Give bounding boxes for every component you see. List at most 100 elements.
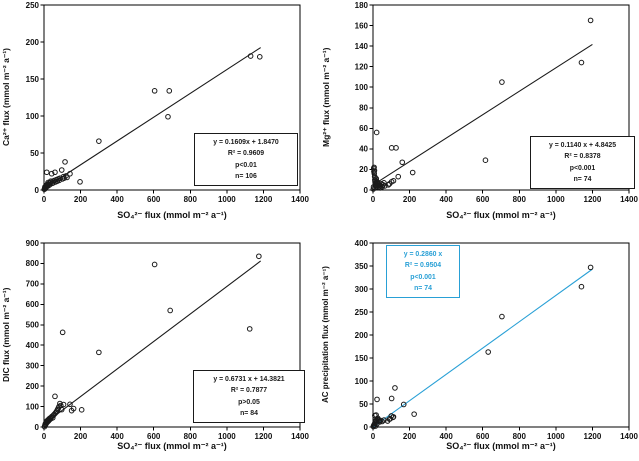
- x-tick-label: 1400: [291, 195, 309, 204]
- data-point: [399, 159, 406, 166]
- ca-y-axis-title: Ca²⁺ flux (mmol m⁻² a⁻¹): [1, 48, 11, 147]
- y-tick-label: 500: [26, 321, 40, 330]
- y-tick-label: 700: [26, 280, 40, 289]
- y-tick-label: 50: [359, 400, 368, 409]
- ac-stats-box: y = 0.2860 x R² = 0.9504 p<0.001 n= 74: [386, 245, 460, 298]
- data-point: [52, 169, 58, 176]
- y-tick-label: 200: [355, 331, 369, 340]
- x-tick-label: 600: [476, 432, 490, 441]
- data-point: [373, 129, 380, 136]
- x-tick-label: 600: [147, 195, 161, 204]
- x-tick-label: 1000: [218, 195, 236, 204]
- mg-regression-equation: y = 0.1140 x + 4.8425: [548, 142, 617, 149]
- x-tick-label: 1200: [584, 195, 602, 204]
- ac-sample-size: n= 74: [414, 285, 432, 293]
- x-tick-label: 200: [74, 195, 88, 204]
- data-point: [578, 283, 585, 290]
- panel-dic-vs-so4: 0 200 400 600 800 1000 1200 1400 0 100 200 300 400 50…: [0, 230, 320, 461]
- data-point: [388, 395, 395, 402]
- data-point: [58, 406, 65, 413]
- data-point: [587, 264, 594, 271]
- trend-line: [372, 43, 593, 186]
- y-tick-label: 50: [30, 149, 39, 158]
- y-tick-label: 100: [26, 402, 40, 411]
- x-tick-label: 400: [110, 195, 124, 204]
- x-tick-label: 0: [371, 195, 376, 204]
- data-point: [58, 167, 65, 173]
- y-tick-label: 0: [35, 186, 40, 195]
- x-tick-label: 800: [184, 432, 198, 441]
- y-tick-label: 80: [359, 104, 368, 113]
- ca-r-squared: R² = 0.9609: [227, 150, 265, 158]
- data-point: [499, 79, 505, 85]
- data-point: [409, 169, 416, 176]
- y-tick-label: 100: [355, 377, 369, 386]
- dic-y-axis-title: DIC flux (mmol m⁻² a⁻¹): [1, 287, 11, 383]
- data-point: [587, 17, 594, 24]
- panel-mg-vs-so4: 0 200 400 600 800 1000 1200 1400 0 20 40 60 80 100 120…: [320, 0, 639, 230]
- data-point: [256, 54, 263, 60]
- data-point: [499, 313, 505, 320]
- data-point: [256, 253, 262, 260]
- data-point: [96, 349, 102, 356]
- x-tick-label: 600: [476, 195, 490, 204]
- x-tick-label: 1400: [291, 432, 309, 441]
- y-tick-label: 300: [355, 285, 369, 294]
- x-tick-label: 800: [513, 432, 527, 441]
- dic-sample-size: n= 84: [240, 410, 258, 418]
- data-point: [166, 88, 173, 94]
- y-tick-label: 100: [26, 112, 40, 121]
- data-point: [60, 401, 67, 408]
- data-point: [374, 396, 380, 403]
- x-tick-label: 1200: [584, 432, 602, 441]
- data-point: [578, 59, 585, 66]
- data-point: [381, 180, 387, 186]
- x-tick-label: 0: [371, 432, 376, 441]
- data-point: [395, 173, 402, 180]
- data-point: [167, 307, 173, 314]
- ac-x-axis-title: SO₄²⁻ flux (mmol m⁻² a⁻¹): [446, 441, 556, 451]
- y-tick-label: 300: [26, 361, 40, 370]
- data-point: [371, 167, 378, 174]
- y-tick-label: 160: [355, 21, 369, 30]
- data-point: [52, 393, 58, 400]
- mg-p-value: p<0.001: [569, 164, 596, 172]
- ca-stats-box: y = 0.1609x + 1.8470 R² = 0.9609 p<0.01 …: [194, 133, 298, 186]
- data-point: [411, 411, 417, 417]
- ca-p-value: p<0.01: [235, 161, 257, 169]
- data-point: [151, 88, 158, 94]
- data-point: [393, 145, 399, 151]
- ac-r-squared: R² = 0.9504: [404, 262, 442, 270]
- y-tick-label: 150: [26, 75, 40, 84]
- y-tick-label: 400: [26, 341, 40, 350]
- x-tick-label: 800: [184, 195, 198, 204]
- ca-vs-so4-plot: 0 200 400 600 800 1000 1200 1400 0 50 100 150 200 250: [26, 1, 310, 204]
- ac-precip-vs-so4-plot: 0 200 400 600 800 1000 1200 1400 0 50 100 150 200 250…: [355, 239, 639, 441]
- dic-p-value: p>0.05: [238, 398, 260, 406]
- data-point: [371, 164, 377, 171]
- x-tick-label: 0: [42, 432, 47, 441]
- mg-y-axis-title: Mg²⁺ flux (mmol m⁻² a⁻¹): [321, 47, 331, 148]
- x-tick-label: 200: [74, 432, 88, 441]
- y-tick-label: 150: [355, 354, 369, 363]
- panel-ac-precip-vs-so4: 0 200 400 600 800 1000 1200 1400 0 50 100 150 200 250…: [320, 230, 639, 461]
- data-point: [482, 157, 489, 163]
- y-tick-label: 0: [35, 423, 40, 432]
- y-tick-label: 0: [364, 423, 369, 432]
- y-tick-label: 200: [26, 382, 40, 391]
- data-point: [382, 183, 388, 189]
- ac-p-value: p<0.001: [410, 273, 436, 281]
- mg-sample-size: n= 74: [573, 176, 592, 184]
- ac-y-axis-title: AC precipitation flux (mmol m⁻² a⁻¹): [321, 266, 330, 404]
- data-point: [77, 179, 83, 185]
- y-tick-label: 120: [355, 62, 369, 71]
- dic-x-axis-title: SO₄²⁻ flux (mmol m⁻² a⁻¹): [117, 441, 227, 451]
- y-tick-label: 250: [355, 308, 369, 317]
- y-tick-label: 20: [359, 165, 368, 174]
- x-tick-label: 0: [42, 195, 47, 204]
- y-tick-label: 400: [355, 239, 369, 248]
- mg-stats-box: y = 0.1140 x + 4.8425 R² = 0.8378 p<0.00…: [530, 136, 635, 189]
- dic-stats-box: y = 0.6731 x + 14.3821 R² = 0.7877 p>0.0…: [193, 370, 305, 423]
- dic-regression-equation: y = 0.6731 x + 14.3821: [213, 376, 285, 383]
- y-tick-label: 250: [26, 1, 40, 10]
